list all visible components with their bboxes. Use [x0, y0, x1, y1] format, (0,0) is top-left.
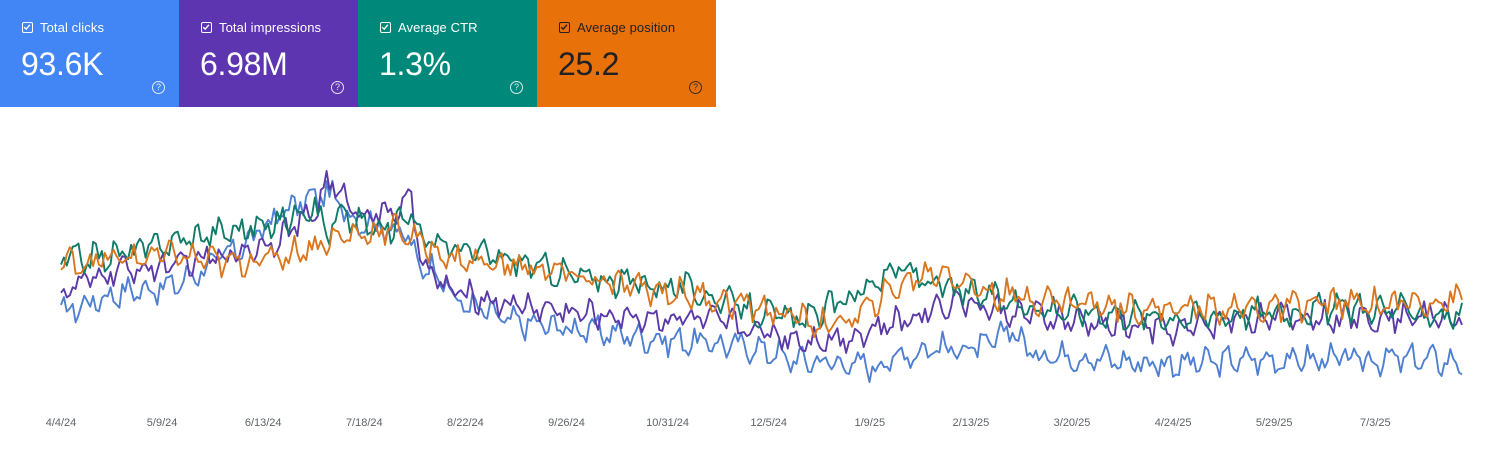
x-axis-tick-label: 8/22/24: [447, 417, 484, 429]
metric-value: 25.2: [558, 46, 620, 82]
metric-cards: Total clicks 93.6K ? Total impressions 6…: [0, 0, 716, 107]
metric-card-average-position[interactable]: Average position 25.2 ?: [537, 0, 716, 107]
checkbox-checked-icon[interactable]: [22, 22, 33, 33]
metric-label: Average CTR: [398, 20, 478, 35]
metric-card-total-clicks[interactable]: Total clicks 93.6K ?: [0, 0, 179, 107]
x-axis-tick-label: 3/20/25: [1054, 417, 1091, 429]
series-line-total-impressions[interactable]: [60, 170, 1463, 354]
x-axis-tick-label: 6/13/24: [245, 417, 282, 429]
metric-value: 1.3%: [379, 46, 451, 82]
x-axis-tick-label: 7/18/24: [346, 417, 383, 429]
x-axis-tick-label: 10/31/24: [646, 417, 689, 429]
x-axis-tick-label: 4/4/24: [46, 417, 77, 429]
performance-line-chart[interactable]: 4/4/24 5/9/24 6/13/24 7/18/24 8/22/24 9/26/24…: [0, 108, 1510, 450]
x-axis-tick-label: 7/3/25: [1360, 417, 1391, 429]
metric-label: Total impressions: [219, 20, 322, 35]
series-line-average-ctr[interactable]: [60, 196, 1463, 331]
metric-value: 6.98M: [200, 46, 288, 82]
metric-value: 93.6K: [21, 46, 104, 82]
help-icon[interactable]: ?: [331, 81, 344, 94]
metric-card-total-impressions[interactable]: Total impressions 6.98M ?: [179, 0, 358, 107]
help-icon[interactable]: ?: [689, 81, 702, 94]
checkbox-checked-icon[interactable]: [201, 22, 212, 33]
x-axis-tick-label: 1/9/25: [855, 417, 886, 429]
checkbox-checked-icon[interactable]: [380, 22, 391, 33]
series-line-average-position[interactable]: [60, 212, 1463, 339]
metric-card-average-ctr[interactable]: Average CTR 1.3% ?: [358, 0, 537, 107]
x-axis-tick-label: 12/5/24: [750, 417, 787, 429]
metric-label: Total clicks: [40, 20, 105, 35]
x-axis-tick-label: 5/29/25: [1256, 417, 1293, 429]
metric-label: Average position: [577, 20, 676, 35]
help-icon[interactable]: ?: [510, 81, 523, 94]
x-axis-tick-label: 9/26/24: [548, 417, 585, 429]
help-icon[interactable]: ?: [152, 81, 165, 94]
checkbox-checked-icon[interactable]: [559, 22, 570, 33]
series-line-total-clicks[interactable]: [60, 179, 1463, 384]
x-axis-tick-label: 4/24/25: [1155, 417, 1192, 429]
x-axis-tick-label: 2/13/25: [953, 417, 990, 429]
x-axis-tick-label: 5/9/24: [147, 417, 178, 429]
